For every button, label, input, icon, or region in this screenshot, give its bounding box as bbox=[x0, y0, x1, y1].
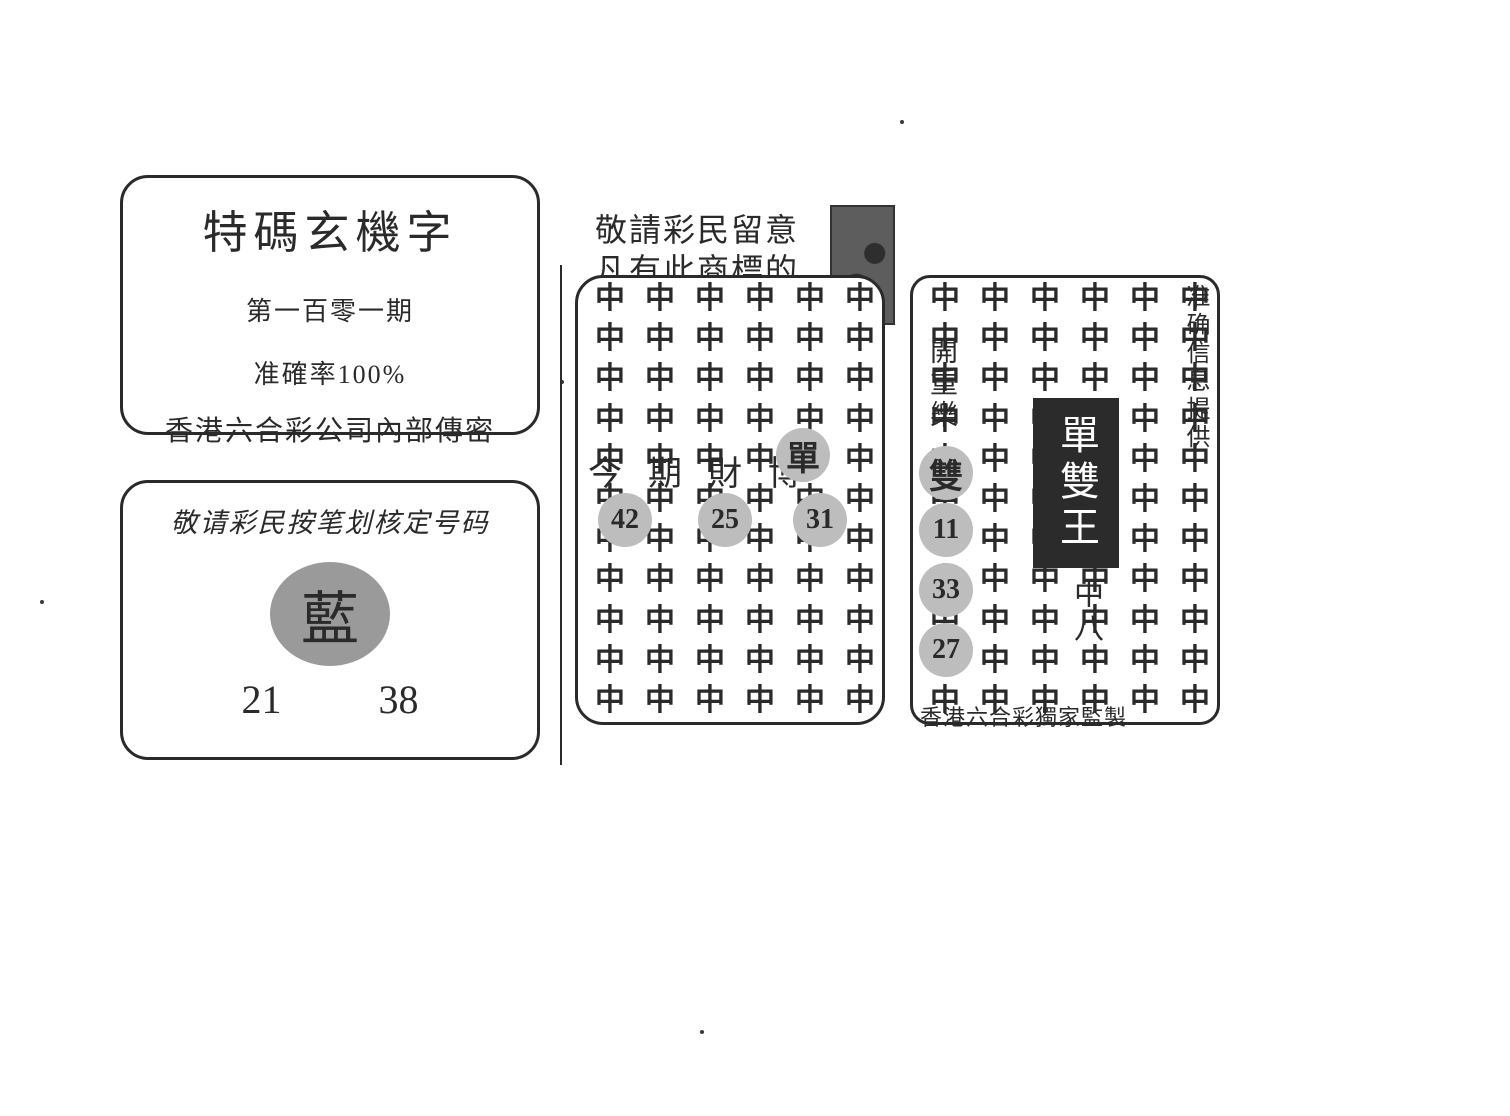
vertical-divider bbox=[560, 265, 562, 765]
number-circle: 27 bbox=[919, 623, 973, 677]
right-card: 中中中中中中中中中中中中中中中中中中中中中中中中中中中中中中中中中中中中中中中中… bbox=[910, 275, 1220, 725]
number-circle: 單 bbox=[776, 428, 830, 482]
right-vtext-left: 開重樂 bbox=[921, 336, 961, 432]
number-circle: 31 bbox=[793, 493, 847, 547]
instruction-text: 敬请彩民按笔划核定号码 bbox=[133, 501, 527, 540]
number-circle: 11 bbox=[919, 503, 973, 557]
title-card: 特碼玄機字 第一百零一期 准確率100% 香港六合彩公司內部傳密 bbox=[120, 175, 540, 435]
stroke-card: 敬请彩民按笔划核定号码 藍 21 38 bbox=[120, 480, 540, 760]
number-circle: 42 bbox=[598, 493, 652, 547]
num-right: 38 bbox=[379, 676, 419, 723]
accuracy-text: 准確率100% bbox=[133, 354, 527, 391]
right-edge-text: 准确信息提供 bbox=[1178, 284, 1213, 452]
title-text: 特碼玄機字 bbox=[133, 196, 527, 261]
number-circle: 33 bbox=[919, 563, 973, 617]
right-footer: 香港六合彩獨家監製 bbox=[920, 700, 1127, 732]
source-text: 香港六合彩公司內部傳密 bbox=[133, 409, 527, 449]
zhong-column: 中中中中中中中中中中中 bbox=[640, 284, 680, 716]
num-left: 21 bbox=[242, 676, 282, 723]
stroke-numbers: 21 38 bbox=[133, 676, 527, 723]
zhong-column: 中中中中中中中中中中中 bbox=[740, 284, 780, 716]
zhong-column: 中中中中中中中中中中中 bbox=[975, 284, 1015, 716]
zhong-column: 中中中中中中中中中中中 bbox=[840, 284, 880, 716]
number-circle: 25 bbox=[698, 493, 752, 547]
notice-line: 敬請彩民留意 bbox=[595, 210, 799, 250]
color-ball: 藍 bbox=[270, 562, 390, 666]
mid-card: 中中中中中中中中中中中中中中中中中中中中中中中中中中中中中中中中中中中中中中中中… bbox=[575, 275, 885, 725]
right-vtext-mid: 中八 bbox=[1063, 578, 1107, 646]
zhong-column: 中中中中中中中中中中中 bbox=[1125, 284, 1165, 716]
number-circle: 雙 bbox=[919, 446, 973, 500]
issue-text: 第一百零一期 bbox=[133, 291, 527, 328]
dark-title-block: 單雙王 bbox=[1033, 398, 1119, 568]
